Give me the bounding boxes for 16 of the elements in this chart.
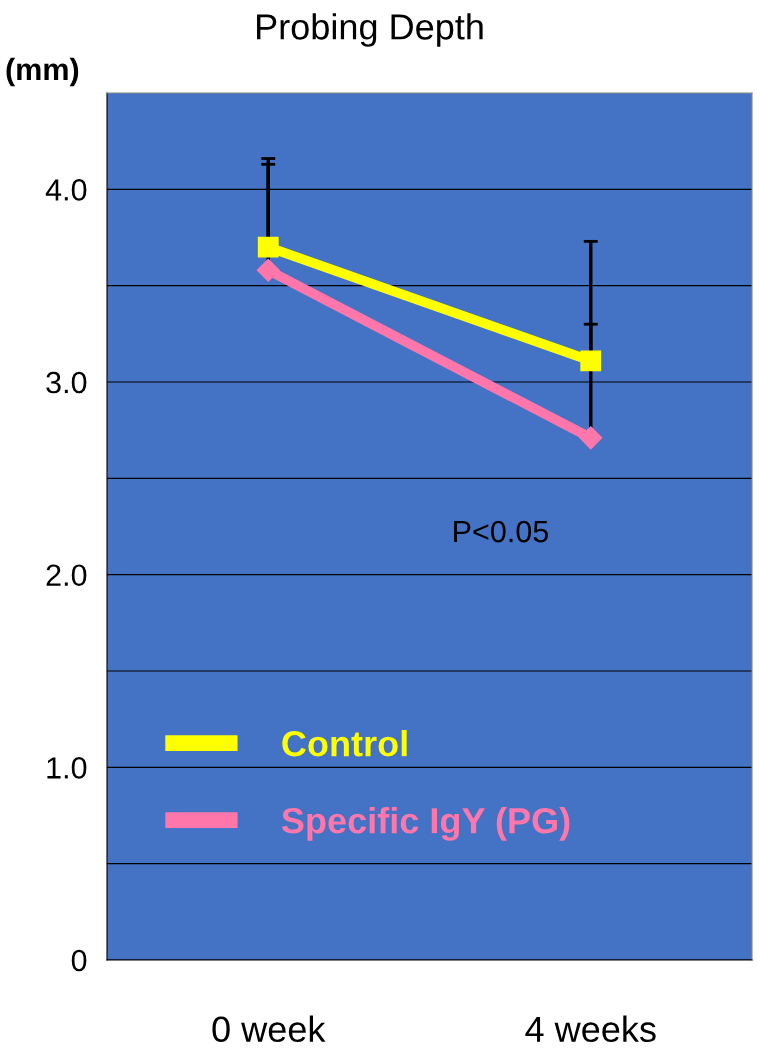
y-tick-label: 0 (71, 949, 87, 972)
y-tick-label: 2.0 (46, 564, 87, 587)
point (580, 350, 602, 372)
y-axis-title: (mm) (6, 57, 79, 87)
y-tick-label: 3.0 (46, 371, 87, 394)
chart-title: Probing Depth (257, 13, 483, 47)
y-tick-label: 4.0 (45, 179, 87, 201)
point (256, 258, 280, 282)
annotation: P<0.05 (454, 520, 549, 543)
legend-label: Specific IgY (PG) (281, 806, 570, 841)
point (257, 236, 279, 258)
x-tick-label: 4 weeks (525, 1015, 656, 1043)
x-tick-label: 0 week (212, 1015, 326, 1043)
y-tick-label: 1.0 (47, 757, 87, 779)
point (579, 426, 603, 450)
legend-label: Control (282, 729, 407, 757)
